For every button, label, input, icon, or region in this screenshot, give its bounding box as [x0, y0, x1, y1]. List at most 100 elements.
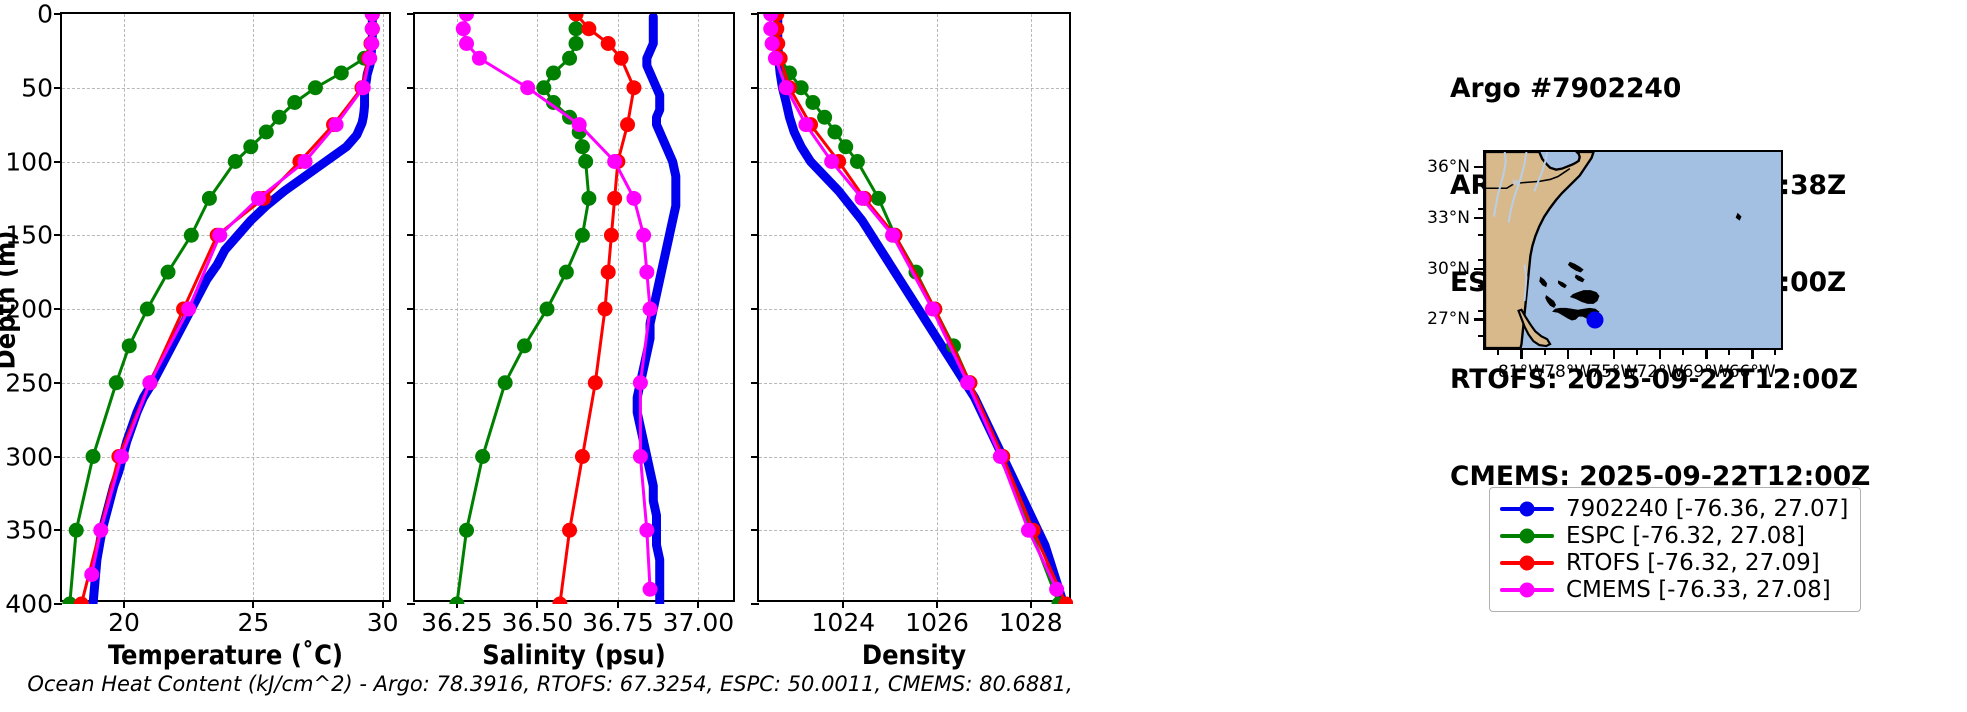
gridline-horizontal	[415, 309, 733, 310]
y-tickmark	[407, 308, 415, 310]
y-tick-label: 150	[5, 220, 53, 250]
gridline-vertical	[843, 14, 845, 600]
map-x-tickmark	[1751, 350, 1754, 359]
gridline-vertical	[253, 14, 255, 600]
x-tick-label: 1028	[999, 608, 1063, 637]
map-y-tick-label: 30°N	[1427, 258, 1470, 279]
x-tick-label: 1026	[905, 608, 969, 637]
series-marker	[307, 80, 323, 96]
series-marker	[85, 449, 101, 464]
series-marker	[824, 154, 840, 169]
series-marker	[545, 95, 561, 110]
map-x-tickmark	[1520, 350, 1523, 359]
series-marker	[139, 301, 155, 317]
x-tickmark	[536, 600, 539, 608]
x-tickmark	[616, 600, 619, 608]
gridline-horizontal	[62, 309, 389, 310]
map-x-minor-tickmark	[1774, 350, 1777, 355]
gridline-horizontal	[62, 530, 389, 532]
legend-item-espc: ESPC [-76.32, 27.08]	[1500, 522, 1848, 549]
series-line-7902240	[773, 14, 1069, 604]
series-marker	[212, 227, 228, 243]
x-tick-label: 37.00	[662, 608, 735, 637]
y-tick-label: 0	[37, 0, 53, 29]
y-tickmark	[751, 603, 759, 605]
series-line-7902240	[88, 14, 377, 604]
series-marker	[885, 227, 901, 243]
map-y-tickmark	[1474, 165, 1483, 169]
profile-lines	[62, 14, 380, 604]
series-line-cmems	[90, 14, 374, 576]
y-tick-label: 400	[5, 589, 53, 619]
series-marker	[328, 117, 344, 133]
x-tick-label: 1024	[811, 608, 876, 637]
series-marker	[181, 301, 197, 317]
series-marker	[475, 449, 491, 464]
legend-item-rtofs: RTOFS [-76.32, 27.09]	[1500, 549, 1848, 576]
gridline-vertical	[382, 14, 384, 600]
y-tickmark	[54, 86, 62, 89]
series-marker	[333, 65, 349, 81]
gridline-vertical	[456, 14, 458, 600]
series-marker	[364, 21, 380, 37]
map-x-minor-tickmark	[1589, 350, 1592, 355]
y-tickmark	[407, 160, 415, 163]
map-coastline	[1485, 152, 1781, 348]
legend-swatch-espc	[1500, 526, 1554, 546]
legend-item-cmems: CMEMS [-76.33, 27.08]	[1500, 576, 1848, 603]
series-marker	[536, 80, 552, 96]
series-marker	[568, 14, 584, 22]
gridline-horizontal	[759, 530, 1069, 532]
x-tickmark	[936, 600, 939, 608]
series-marker	[626, 80, 642, 96]
series-line-7902240	[632, 14, 681, 604]
x-tick-label: 36.75	[582, 608, 654, 637]
x-tick-label: 36.25	[421, 608, 493, 637]
series-marker	[62, 596, 78, 604]
legend-swatch-rtofs	[1500, 553, 1554, 573]
series-marker	[364, 14, 380, 22]
profile-panel-temperature: 0 50 100 150 200 250 300 350 400 20 25 30 Temperatur…	[5, 0, 398, 671]
series-marker	[455, 21, 471, 37]
series-marker	[607, 154, 623, 169]
x-tick-label: 25	[237, 608, 270, 637]
legend-label: RTOFS [-76.32, 27.09]	[1566, 549, 1820, 576]
argo-id-line: Argo #7902240	[1450, 72, 1682, 104]
y-tickmark	[407, 529, 415, 532]
map-x-minor-tickmark	[1682, 350, 1684, 355]
y-tickmark	[751, 13, 759, 15]
series-marker	[574, 227, 590, 243]
series-marker	[459, 522, 475, 538]
series-marker	[620, 117, 636, 133]
gridline-horizontal	[759, 456, 1069, 458]
series-marker	[355, 80, 371, 96]
series-marker	[613, 50, 629, 66]
map-y-minor-tickmark	[1478, 335, 1483, 338]
series-marker	[121, 338, 137, 354]
series-marker	[552, 596, 568, 604]
series-marker	[578, 154, 594, 169]
series-marker	[597, 301, 613, 317]
map-x-minor-tickmark	[1635, 350, 1638, 355]
gridline-horizontal	[62, 382, 389, 384]
series-marker	[142, 375, 158, 391]
series-marker	[73, 596, 89, 604]
series-marker	[520, 80, 536, 96]
series-marker	[607, 190, 623, 206]
map-y-minor-tickmark	[1478, 208, 1483, 211]
map-x-tickmark	[1612, 350, 1616, 359]
y-tick-label: 50	[21, 73, 53, 103]
series-marker	[113, 449, 129, 464]
series-marker	[449, 596, 465, 604]
series-marker	[571, 117, 587, 133]
series-marker	[364, 36, 380, 51]
cmems-time-line: CMEMS: 2025-09-22T12:00Z	[1450, 460, 1871, 492]
series-marker	[642, 581, 658, 597]
y-tickmark	[54, 603, 62, 605]
gridline-horizontal	[62, 456, 389, 458]
map-x-minor-tickmark	[1543, 350, 1546, 355]
series-marker	[581, 21, 597, 37]
rtofs-time-line: RTOFS: 2025-09-22T12:00Z	[1450, 363, 1858, 395]
series-marker	[838, 139, 854, 155]
x-tickmark	[123, 600, 126, 608]
